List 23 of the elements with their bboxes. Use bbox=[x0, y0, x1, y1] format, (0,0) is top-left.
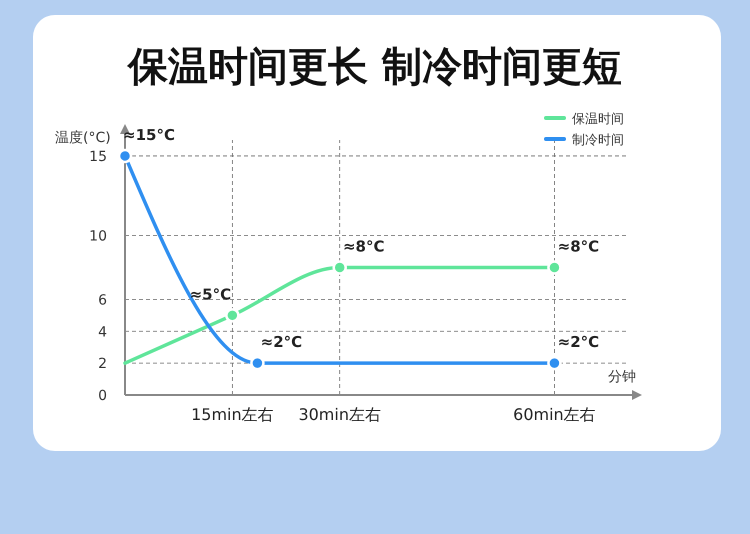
data-label: ≈5°C bbox=[190, 285, 232, 304]
x-tick-label: 15min左右 bbox=[191, 405, 274, 424]
y-tick-label: 0 bbox=[98, 388, 107, 404]
y-tick-label: 6 bbox=[98, 292, 108, 308]
y-tick-label: 2 bbox=[98, 356, 107, 372]
point bbox=[332, 260, 347, 275]
y-axis-title: 温度(°C) bbox=[55, 130, 111, 146]
data-label: ≈8°C bbox=[342, 238, 384, 256]
y-tick-label: 15 bbox=[89, 148, 107, 165]
data-label: ≈2°C bbox=[558, 333, 600, 352]
point bbox=[547, 356, 562, 370]
data-label: ≈8°C bbox=[558, 238, 600, 256]
chart-title: 保温时间更长 制冷时间更短 bbox=[126, 44, 622, 90]
data-label: ≈2°C bbox=[260, 333, 302, 352]
point bbox=[225, 308, 240, 323]
y-tick-label: 4 bbox=[98, 324, 108, 340]
x-tick-label: 30min左右 bbox=[298, 405, 381, 424]
legend-label: 制冷时间 bbox=[572, 133, 624, 148]
data-label: ≈15°C bbox=[123, 126, 175, 144]
x-tick-label: 60min左右 bbox=[513, 405, 596, 424]
y-tick-label: 10 bbox=[89, 228, 107, 245]
legend-label: 保温时间 bbox=[572, 112, 624, 127]
x-axis-title: 分钟 bbox=[608, 369, 636, 385]
